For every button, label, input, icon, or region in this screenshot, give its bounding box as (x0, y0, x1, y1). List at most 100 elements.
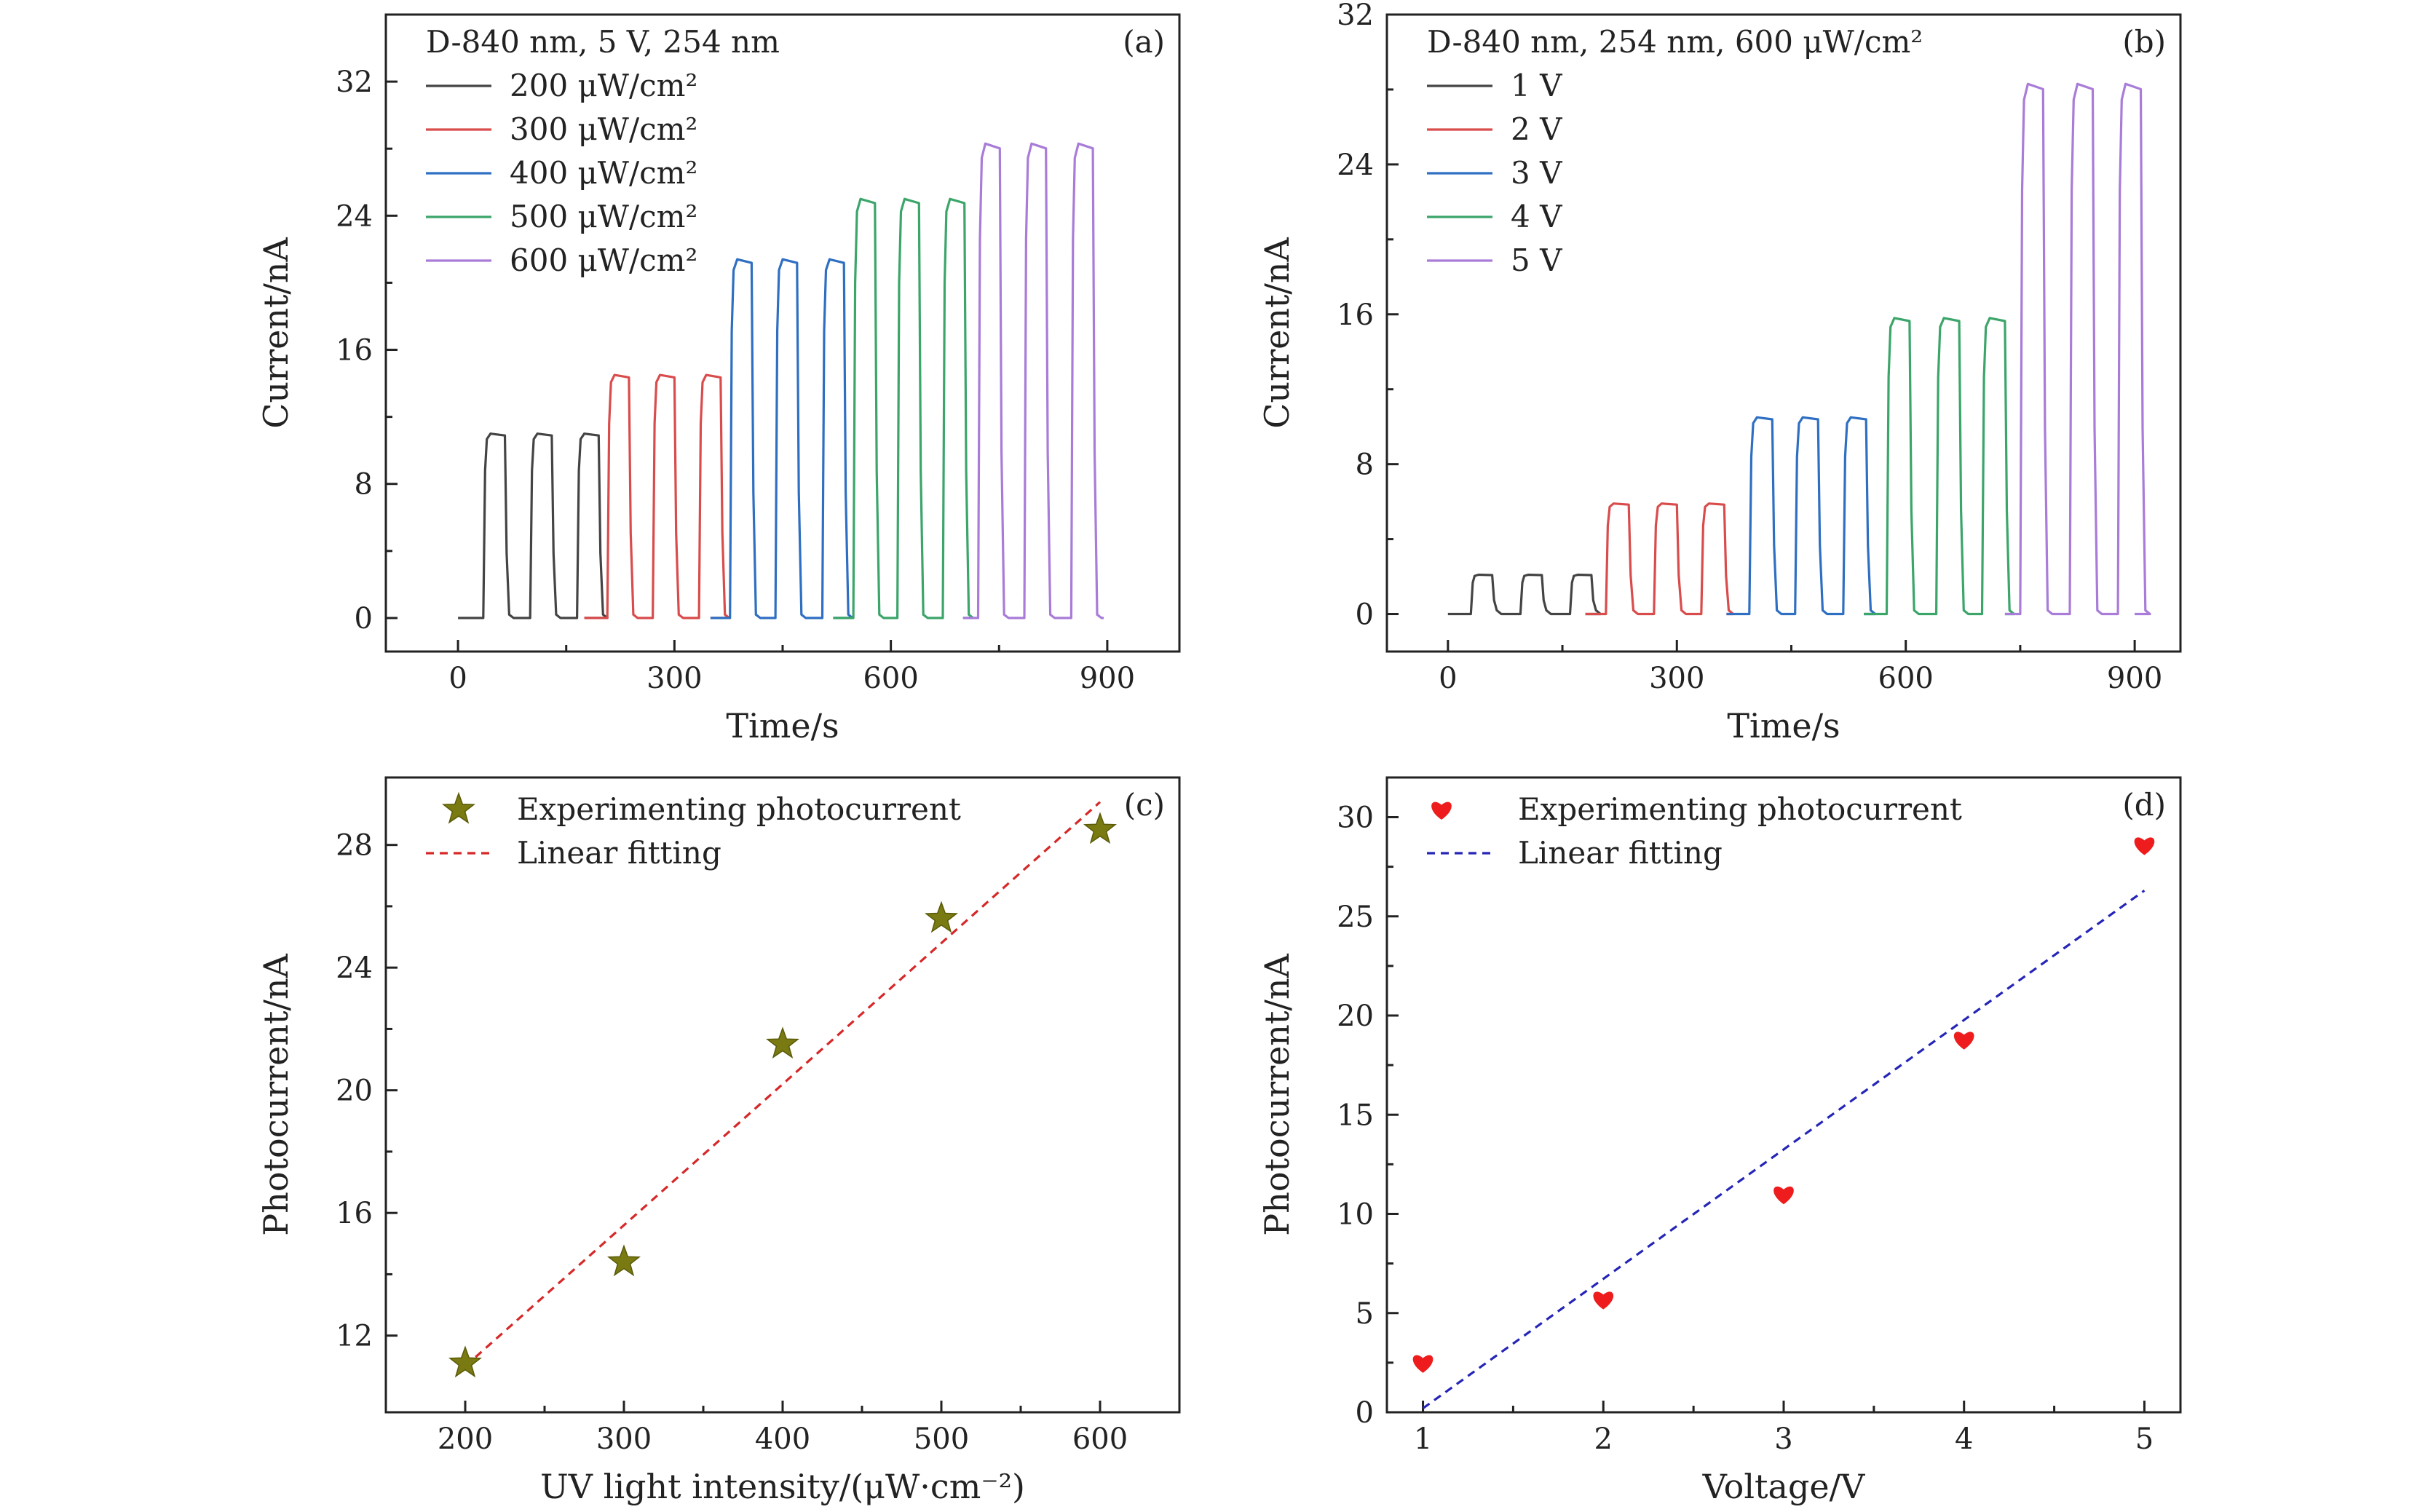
legend-label: 2 V (1511, 111, 1562, 147)
legend-label: 4 V (1511, 199, 1562, 234)
data-point (448, 1345, 482, 1378)
data-point (1773, 1186, 1794, 1205)
data-point (1083, 812, 1117, 844)
y-tick-label: 16 (336, 1197, 373, 1230)
y-tick-label: 24 (336, 951, 373, 985)
x-tick-label: 0 (448, 662, 467, 695)
panel-b: 0 300 600 900 0 8 16 24 32 Time/s Current/nA (b) D-8… (1257, 0, 2182, 745)
legend-label: 400 μW/cm² (510, 155, 697, 191)
x-tick-label: 900 (1080, 662, 1135, 695)
y-tick-label: 0 (355, 602, 373, 636)
plot-frame (384, 13, 1181, 653)
y-tick-label: 24 (1337, 149, 1374, 182)
x-tick-label: 1 (1414, 1422, 1432, 1456)
y-tick-label: 25 (1337, 901, 1374, 934)
x-tick-label: 300 (646, 662, 702, 695)
data-point (1412, 1355, 1433, 1373)
legend-label: Linear fitting (1518, 835, 1723, 871)
y-tick-label: 10 (1337, 1198, 1374, 1232)
legend-label: 1 V (1511, 68, 1562, 103)
series-line-4 (1864, 317, 2016, 616)
legend-marker (442, 791, 475, 824)
chart-header: D-840 nm, 5 V, 254 nm (426, 24, 780, 60)
data-point (607, 1244, 641, 1277)
panel-label: (b) (2122, 24, 2166, 60)
y-axis-title: Current/nA (1257, 237, 1297, 428)
y-tick-label: 0 (1356, 1396, 1374, 1430)
x-axis-title: Time/s (726, 706, 839, 745)
panel-label: (a) (1123, 24, 1165, 60)
data-point (2134, 837, 2155, 855)
x-tick-label: 2 (1594, 1422, 1613, 1456)
x-tick-label: 600 (1878, 662, 1934, 695)
series-line-2 (1585, 502, 1735, 616)
x-tick-label: 5 (2135, 1422, 2154, 1456)
series-line-5 (2004, 82, 2151, 616)
legend-marker (1431, 801, 1452, 820)
legend-label: Linear fitting (517, 835, 721, 871)
legend-label: 5 V (1511, 242, 1562, 278)
y-tick-label: 24 (336, 199, 373, 233)
y-tick-label: 16 (336, 334, 373, 368)
y-tick-label: 32 (336, 66, 373, 99)
x-tick-label: 400 (755, 1422, 810, 1456)
series-line-4 (833, 197, 975, 620)
x-tick-label: 3 (1774, 1422, 1792, 1456)
series-line-3 (710, 258, 854, 620)
y-tick-label: 5 (1356, 1297, 1374, 1331)
plot-frame (1385, 13, 2182, 653)
y-tick-label: 8 (1356, 448, 1374, 482)
legend-label: Experimenting photocurrent (517, 791, 961, 827)
x-tick-label: 600 (863, 662, 918, 695)
data-point (925, 901, 958, 933)
data-point (1953, 1032, 1974, 1050)
y-tick-label: 12 (336, 1320, 373, 1353)
y-tick-label: 15 (1337, 1099, 1374, 1132)
x-tick-label: 0 (1439, 662, 1457, 695)
panel-c: 200 300 400 500 600 12 16 20 24 28 UV light intens… (256, 776, 1181, 1506)
legend-label: 300 μW/cm² (510, 111, 697, 147)
x-tick-label: 300 (596, 1422, 652, 1456)
panel-label: (c) (1124, 787, 1165, 823)
series-line-5 (962, 142, 1104, 620)
y-tick-label: 20 (1337, 1000, 1374, 1033)
chart-header: D-840 nm, 254 nm, 600 μW/cm² (1427, 24, 1923, 60)
y-axis-title: Photocurrent/nA (256, 953, 296, 1235)
y-axis-title: Current/nA (256, 237, 296, 428)
x-axis-title: Voltage/V (1702, 1467, 1865, 1506)
panel-label: (d) (2122, 787, 2166, 823)
data-point (1593, 1291, 1614, 1310)
y-tick-label: 0 (1356, 598, 1374, 632)
plot-frame (384, 776, 1181, 1414)
x-tick-label: 4 (1955, 1422, 1973, 1456)
x-tick-label: 500 (914, 1422, 969, 1456)
fit-line (464, 801, 1102, 1368)
series-line-3 (1726, 416, 1877, 616)
legend-label: 3 V (1511, 155, 1562, 191)
y-axis-title: Photocurrent/nA (1257, 953, 1297, 1235)
x-tick-label: 900 (2107, 662, 2162, 695)
series-line-1 (1447, 573, 1602, 616)
y-tick-label: 8 (355, 468, 373, 502)
legend-label: Experimenting photocurrent (1518, 791, 1962, 827)
panel-a: 0 300 600 900 0 8 16 24 32 Time/s Current/nA (a) D-8… (256, 13, 1181, 745)
data-point (766, 1026, 799, 1059)
plot-frame (1385, 776, 2182, 1414)
x-axis-title: UV light intensity/(μW·cm⁻²) (540, 1467, 1025, 1506)
legend-label: 600 μW/cm² (510, 242, 697, 278)
panel-d: 1 2 3 4 5 0 5 10 15 20 25 30 Voltage/V Photocurrent/n… (1257, 776, 2182, 1506)
legend-label: 500 μW/cm² (510, 199, 697, 234)
y-tick-label: 16 (1337, 298, 1374, 332)
x-tick-label: 300 (1649, 662, 1704, 695)
series-line-2 (584, 373, 731, 620)
x-tick-label: 600 (1072, 1422, 1128, 1456)
legend-label: 200 μW/cm² (510, 68, 697, 103)
y-tick-label: 30 (1337, 801, 1374, 835)
series-line-1 (458, 432, 609, 620)
x-tick-label: 200 (438, 1422, 493, 1456)
fit-line (1422, 890, 2146, 1409)
y-tick-label: 20 (336, 1074, 373, 1108)
y-tick-label: 32 (1337, 0, 1374, 32)
y-tick-label: 28 (336, 829, 373, 863)
